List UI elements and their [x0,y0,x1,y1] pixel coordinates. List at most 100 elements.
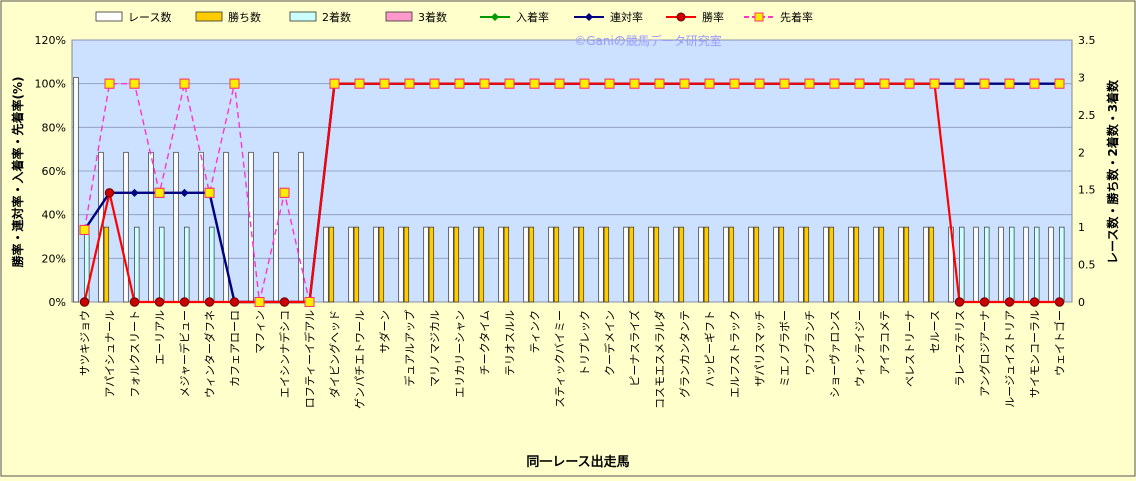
bar-wins [803,226,810,303]
bar-race-count [423,226,429,303]
legend-swatch-second [289,11,317,22]
point-senchaku-rate [579,78,590,89]
bar-race-count [673,226,679,303]
x-tick-label: フォルクスリート [129,310,142,398]
bar-second [984,226,990,303]
bar-race-count [998,226,1004,303]
point-senchaku-rate [679,78,690,89]
bar-race-count [723,226,729,303]
bar-race-count [798,226,804,303]
x-tick-label: エルフストラック [729,310,742,398]
x-tick-label: アパイシュナール [104,310,117,398]
point-senchaku-rate [729,78,740,89]
bar-race-count [648,226,654,303]
point-senchaku-rate [979,78,990,89]
point-senchaku-rate [804,78,815,89]
point-win-rate [79,297,90,307]
x-tick-label: ショーヴァロンス [828,310,842,398]
x-tick-label: エイシンナデシコ [278,310,292,398]
x-tick-label: スティックバイミー [554,310,567,408]
x-tick-label: メジャーデビュー [178,310,192,397]
bar-wins [478,226,485,303]
bar-second [209,226,215,303]
bar-race-count [198,151,204,303]
x-tick-label: テリオスルル [504,310,517,376]
bar-second [959,226,965,303]
x-tick-label: サダーン [378,310,392,353]
point-senchaku-rate [454,78,465,89]
legend-marker [676,12,686,22]
bar-wins [703,226,710,303]
point-senchaku-rate [854,78,865,89]
x-tick-label: ワンブランチ [803,310,817,376]
point-win-rate [104,188,115,198]
bar-race-count [748,226,754,303]
bar-race-count [573,226,579,303]
bar-race-count [298,151,304,303]
bar-wins [653,226,660,303]
legend-marker [491,13,499,21]
legend-label: 3着数 [418,10,447,24]
x-axis-title: 同一レース出走馬 [526,454,629,470]
bar-race-count [348,226,354,303]
bar-wins [903,226,910,303]
bar-wins [328,226,335,303]
bar-race-count [523,226,529,303]
y-tick-left-label: 0% [49,296,66,309]
bar-wins [453,226,460,303]
point-senchaku-rate [1054,78,1065,89]
legend-label: レース数 [128,11,171,24]
bar-series [73,77,1065,303]
bar-race-count [598,226,604,303]
bar-race-count [973,226,979,303]
point-senchaku-rate [79,224,90,235]
legend-marker [754,12,764,22]
x-tick-label: サイモンコーラル [1029,310,1042,398]
y-tick-left-label: 80% [42,121,66,134]
point-senchaku-rate [1004,78,1015,89]
point-win-rate [179,297,190,307]
x-tick-label: セルース [929,310,942,353]
legend-marker [585,13,593,21]
x-tick-label: カフェアローロ [229,310,242,387]
point-senchaku-rate [829,78,840,89]
bar-wins [428,226,435,303]
point-win-rate [154,297,165,307]
y-axis-left-title: 勝率・連対率・入着率・先着率(%) [10,77,25,268]
x-tick-label: トリプレック [579,310,592,376]
bar-race-count [823,226,829,303]
point-win-rate [1054,297,1065,307]
line-win-rate [83,82,1060,304]
y-tick-right-label: 0 [1078,296,1085,309]
point-senchaku-rate [929,78,940,89]
bar-race-count [373,226,379,303]
legend-swatch-race-count [95,11,123,22]
point-senchaku-rate [229,78,240,89]
point-senchaku-rate [1029,78,1040,89]
x-tick-label: コスモエスメラルダ [653,310,667,409]
point-senchaku-rate [329,78,340,89]
y-tick-left-label: 40% [42,209,66,222]
legend-label: 先着率 [780,10,813,24]
x-tick-label: エーリアル [154,310,167,365]
point-win-rate [229,297,240,307]
x-tick-label: ウィンテイジー [854,310,867,387]
bar-wins [928,226,935,303]
bar-race-count [398,226,404,303]
point-senchaku-rate [179,78,190,89]
bar-second [1034,226,1040,303]
bar-second [184,226,190,303]
x-tick-label: ザパリスマッチ [754,310,767,387]
x-tick-label: ウェイトゴー [1053,310,1067,376]
x-tick-label: ダイビングヘッド [328,310,342,398]
legend-label: 勝ち数 [228,10,261,24]
y-tick-right-label: 2 [1078,146,1085,159]
point-senchaku-rate [129,78,140,89]
bar-wins [778,226,785,303]
bar-race-count [323,226,329,303]
bar-wins [878,226,885,303]
point-win-rate [279,297,290,307]
watermark-text: ©Ganiの競馬データ研究室 [574,33,722,48]
point-senchaku-rate [554,78,565,89]
legend-swatch-wins [195,11,223,22]
